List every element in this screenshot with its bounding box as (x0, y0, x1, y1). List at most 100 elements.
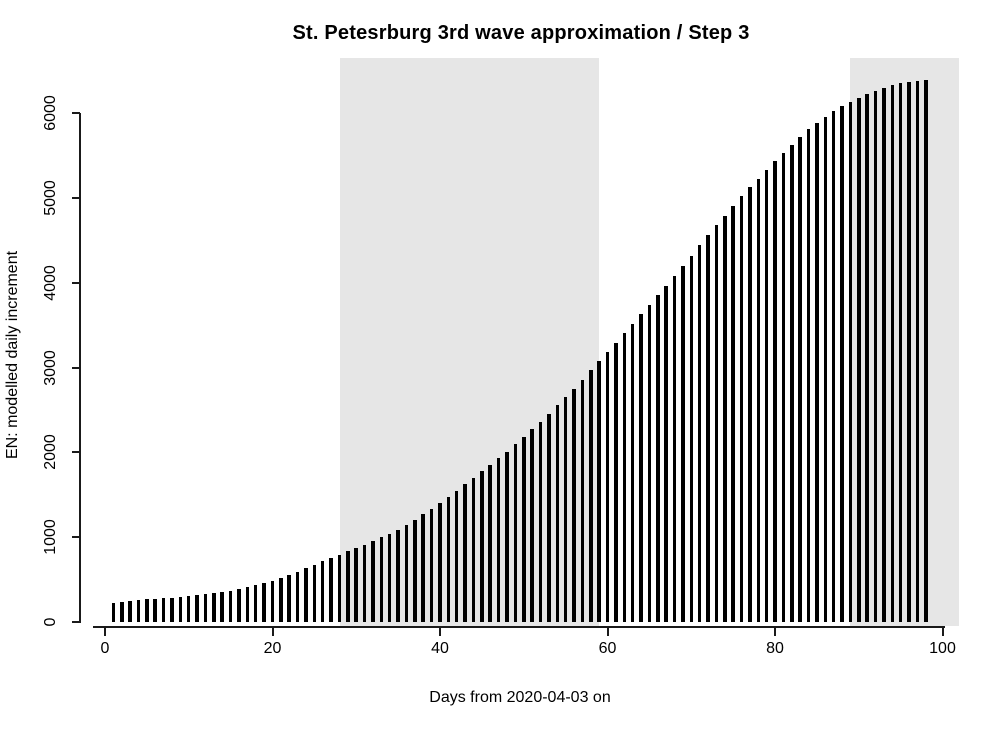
bar (597, 361, 601, 622)
bar (639, 314, 643, 622)
x-axis-line (93, 626, 945, 628)
bar (228, 590, 233, 622)
bar (647, 304, 652, 622)
bar (723, 215, 727, 622)
bar (630, 323, 635, 622)
bar (496, 458, 501, 622)
bar (831, 110, 836, 622)
bar (731, 205, 735, 622)
bar (404, 524, 409, 622)
x-axis-tick (439, 628, 441, 636)
bar (580, 379, 585, 622)
bar (513, 444, 518, 622)
y-axis-line (79, 113, 81, 623)
bar (739, 196, 744, 622)
bar (915, 80, 920, 622)
bar (212, 593, 216, 622)
bar (136, 600, 141, 622)
bar (396, 529, 400, 622)
bar (865, 93, 869, 622)
bar (279, 578, 283, 622)
bar (656, 295, 660, 622)
bar (237, 588, 241, 622)
bar (555, 405, 560, 622)
bar (748, 187, 752, 622)
bar (270, 581, 275, 622)
bar (798, 137, 802, 622)
bar (454, 490, 459, 622)
y-axis-tick-label: 2000 (42, 434, 59, 471)
bar (120, 601, 124, 622)
bar (898, 83, 903, 622)
x-axis-tick-label: 0 (100, 640, 110, 657)
y-axis-tick-label: 3000 (42, 349, 59, 386)
bar (907, 82, 911, 622)
bar (622, 333, 627, 622)
bar (362, 544, 367, 622)
bar (153, 598, 157, 622)
y-axis-tick-label: 0 (42, 617, 59, 627)
bar (170, 597, 174, 622)
y-axis-tick (72, 366, 80, 369)
bar (438, 503, 442, 622)
bar (756, 178, 761, 622)
bar (253, 585, 258, 622)
bar (337, 554, 342, 622)
bar (262, 583, 266, 622)
bar (572, 388, 576, 622)
bar (505, 451, 509, 622)
x-axis-tick-label: 60 (598, 640, 617, 657)
y-axis-tick-label: 6000 (42, 95, 59, 131)
bar (413, 519, 417, 622)
y-axis-tick (72, 621, 80, 623)
y-axis-tick-label: 1000 (42, 519, 59, 555)
highlight-band (339, 58, 600, 626)
bar (697, 245, 702, 622)
bar (840, 106, 844, 622)
bar (806, 129, 811, 622)
bar (857, 97, 861, 622)
bar (882, 87, 886, 622)
bar (873, 90, 878, 622)
bar (245, 587, 250, 622)
bar (848, 102, 853, 622)
bar (387, 533, 392, 622)
bar (312, 564, 317, 622)
bar (463, 484, 467, 622)
y-axis-tick-label: 5000 (42, 180, 59, 216)
bar (161, 598, 166, 622)
x-axis-tick-label: 40 (431, 640, 449, 657)
bar (354, 548, 358, 622)
x-axis-tick (271, 628, 274, 636)
bar (681, 265, 685, 622)
y-axis-tick (72, 451, 80, 454)
bar (924, 79, 928, 622)
x-axis-tick-label: 100 (929, 640, 956, 657)
bar (672, 275, 677, 622)
bar (186, 596, 191, 622)
bar (589, 370, 593, 622)
bar (295, 571, 300, 622)
chart-title: St. Petesrburg 3rd wave approximation / … (292, 22, 750, 44)
x-axis-tick-label: 20 (263, 640, 282, 657)
bar (664, 285, 668, 622)
bar (287, 575, 291, 622)
bar (128, 601, 132, 622)
bar (320, 560, 325, 622)
bar (790, 145, 794, 622)
x-axis-tick (774, 628, 776, 636)
bar (714, 225, 719, 622)
bar (379, 537, 384, 622)
y-axis-tick (72, 196, 80, 199)
bar (614, 342, 618, 622)
bar (220, 591, 224, 622)
bar (480, 471, 484, 622)
bar (329, 557, 333, 622)
bar (178, 597, 183, 622)
bar (538, 421, 543, 622)
x-axis-label: Days from 2020-04-03 on (429, 689, 611, 706)
bar (781, 153, 786, 622)
x-axis-tick (941, 628, 944, 636)
